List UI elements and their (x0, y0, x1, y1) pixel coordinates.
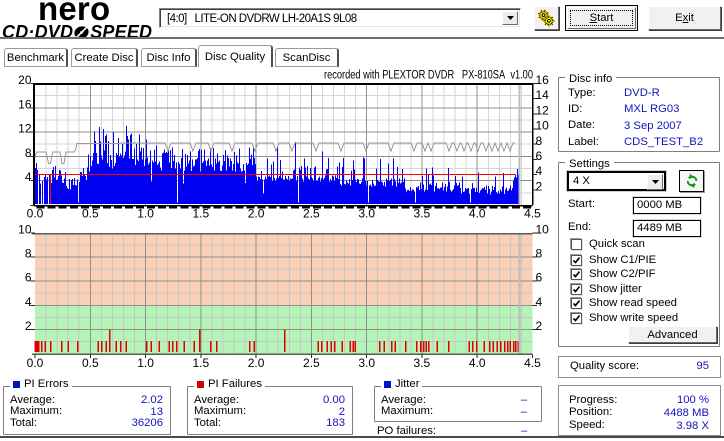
svg-text:4.0: 4.0 (469, 356, 486, 370)
svg-text:2.0: 2.0 (248, 207, 265, 221)
svg-text:4: 4 (536, 164, 543, 178)
svg-text:4.5: 4.5 (524, 207, 541, 221)
svg-text:3.5: 3.5 (414, 356, 431, 370)
svg-text:1.5: 1.5 (192, 207, 209, 221)
svg-text:12: 12 (18, 122, 32, 136)
svg-text:10: 10 (536, 119, 550, 133)
svg-text:1.0: 1.0 (137, 356, 154, 370)
svg-text:2.5: 2.5 (303, 207, 320, 221)
svg-text:12: 12 (536, 103, 550, 117)
svg-text:16: 16 (536, 73, 550, 87)
svg-text:1.5: 1.5 (192, 356, 209, 370)
svg-text:8: 8 (536, 134, 543, 148)
svg-text:6: 6 (536, 149, 543, 163)
svg-text:0.5: 0.5 (82, 356, 99, 370)
svg-text:10: 10 (536, 223, 550, 237)
svg-text:3.0: 3.0 (358, 356, 375, 370)
svg-text:16: 16 (18, 97, 32, 111)
svg-text:2: 2 (536, 319, 543, 333)
svg-text:8: 8 (25, 247, 32, 261)
svg-text:recorded with PLEXTOR DVDR P: recorded with PLEXTOR DVDR PX-810SA v1.0… (324, 70, 533, 82)
svg-text:0.0: 0.0 (27, 356, 44, 370)
svg-text:4: 4 (25, 295, 32, 309)
svg-text:4.0: 4.0 (469, 207, 486, 221)
svg-text:2.0: 2.0 (248, 356, 265, 370)
svg-text:0.5: 0.5 (82, 207, 99, 221)
svg-text:20: 20 (18, 73, 32, 87)
svg-text:4: 4 (25, 170, 32, 184)
svg-text:4: 4 (536, 295, 543, 309)
svg-text:2: 2 (25, 319, 32, 333)
svg-text:4.5: 4.5 (524, 356, 541, 370)
svg-text:8: 8 (536, 247, 543, 261)
svg-text:6: 6 (25, 271, 32, 285)
svg-text:2.5: 2.5 (303, 356, 320, 370)
svg-text:8: 8 (25, 146, 32, 160)
svg-text:10: 10 (18, 223, 32, 237)
svg-text:14: 14 (536, 88, 550, 102)
svg-text:3.5: 3.5 (414, 207, 431, 221)
svg-text:1.0: 1.0 (137, 207, 154, 221)
svg-text:2: 2 (536, 179, 543, 193)
svg-text:6: 6 (536, 271, 543, 285)
svg-text:0.0: 0.0 (27, 207, 44, 221)
svg-text:3.0: 3.0 (358, 207, 375, 221)
